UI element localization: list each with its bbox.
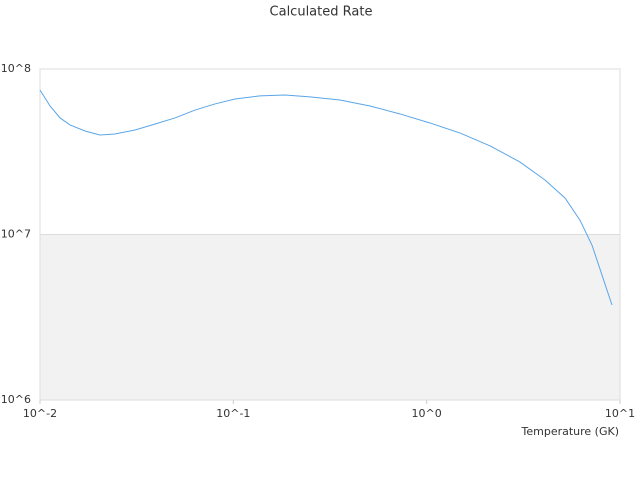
y-tick-label: 10^8 (1, 62, 31, 75)
data-line (39, 89, 613, 306)
grid-band (40, 234, 620, 400)
y-tick-label: 10^6 (1, 393, 31, 406)
x-tick-label: 10^1 (605, 407, 635, 420)
chart-title: Calculated Rate (270, 5, 373, 20)
y-tick-label: 10^7 (1, 228, 31, 241)
x-tick-label: 10^-1 (216, 407, 250, 420)
x-axis-label: Temperature (GK) (521, 425, 620, 438)
x-tick-label: 10^0 (412, 407, 442, 420)
x-tick-label: 10^-2 (23, 407, 57, 420)
